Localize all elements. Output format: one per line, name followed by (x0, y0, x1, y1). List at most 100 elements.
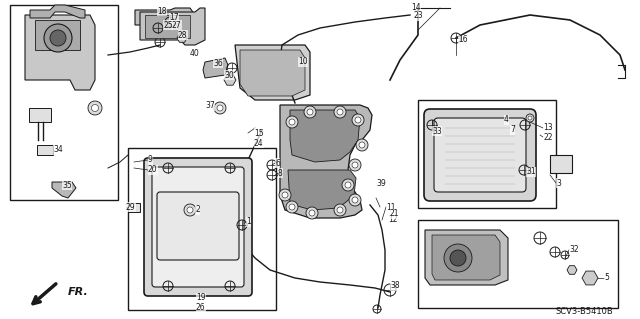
Circle shape (92, 105, 99, 112)
Text: 37: 37 (205, 101, 215, 110)
Text: 29: 29 (126, 203, 136, 211)
FancyBboxPatch shape (424, 109, 536, 201)
Text: 39: 39 (376, 179, 386, 188)
Polygon shape (290, 110, 360, 162)
Circle shape (337, 207, 343, 213)
Text: 38: 38 (390, 281, 399, 291)
Polygon shape (288, 170, 356, 210)
Circle shape (217, 105, 223, 111)
Text: 33: 33 (432, 127, 442, 136)
Circle shape (307, 109, 313, 115)
Polygon shape (52, 182, 76, 198)
Text: 10: 10 (298, 57, 308, 66)
Circle shape (289, 204, 295, 210)
Circle shape (352, 197, 358, 203)
Text: 9: 9 (148, 155, 153, 165)
Text: SCV3-B5410B: SCV3-B5410B (555, 308, 612, 316)
Text: 31: 31 (526, 167, 536, 176)
Circle shape (306, 207, 318, 219)
Text: 4: 4 (504, 115, 509, 124)
Polygon shape (25, 15, 95, 90)
Text: 21: 21 (390, 210, 399, 219)
Text: 23: 23 (414, 11, 424, 20)
Text: 6: 6 (275, 159, 280, 167)
Circle shape (345, 182, 351, 188)
Text: 5: 5 (604, 273, 609, 283)
Text: 28: 28 (178, 31, 188, 40)
Circle shape (286, 201, 298, 213)
Polygon shape (135, 8, 195, 35)
Circle shape (334, 106, 346, 118)
Text: 16: 16 (458, 35, 468, 44)
Polygon shape (582, 271, 598, 285)
Circle shape (286, 116, 298, 128)
Circle shape (214, 102, 226, 114)
Text: 8: 8 (278, 168, 283, 177)
Polygon shape (432, 235, 500, 280)
Text: 40: 40 (190, 49, 200, 58)
Text: 17: 17 (169, 13, 179, 23)
Polygon shape (224, 75, 236, 85)
Text: 12: 12 (388, 216, 397, 225)
Polygon shape (425, 230, 508, 285)
Text: 18: 18 (157, 6, 166, 16)
FancyBboxPatch shape (157, 192, 239, 260)
Circle shape (334, 204, 346, 216)
Circle shape (304, 106, 316, 118)
Text: 30: 30 (224, 70, 234, 79)
Circle shape (50, 30, 66, 46)
Circle shape (187, 207, 193, 213)
Polygon shape (140, 8, 205, 45)
Text: 25: 25 (163, 20, 173, 29)
Text: 2: 2 (195, 205, 200, 214)
Polygon shape (35, 20, 80, 50)
Circle shape (184, 204, 196, 216)
Bar (29, 108, 51, 122)
Text: 36: 36 (213, 58, 223, 68)
Text: 26: 26 (196, 302, 205, 311)
Bar (128, 148, 276, 310)
Circle shape (88, 101, 102, 115)
Circle shape (352, 162, 358, 168)
Circle shape (359, 142, 365, 148)
Text: 7: 7 (510, 125, 515, 135)
Text: FR.: FR. (68, 287, 89, 297)
Text: 22: 22 (543, 132, 552, 142)
Polygon shape (240, 50, 305, 96)
Bar (37, 145, 53, 155)
Circle shape (289, 119, 295, 125)
Text: 35: 35 (62, 181, 72, 189)
Text: 34: 34 (53, 145, 63, 154)
Circle shape (349, 159, 361, 171)
Text: 24: 24 (254, 138, 264, 147)
Polygon shape (235, 45, 310, 100)
Bar (550, 155, 572, 173)
FancyBboxPatch shape (152, 167, 244, 287)
Text: 20: 20 (148, 166, 157, 174)
Bar (10, 5, 118, 200)
Circle shape (355, 117, 361, 123)
Circle shape (356, 139, 368, 151)
Polygon shape (30, 5, 85, 18)
Circle shape (342, 179, 354, 191)
Text: 3: 3 (556, 179, 561, 188)
Polygon shape (567, 266, 577, 274)
Text: 13: 13 (543, 123, 552, 132)
Text: 32: 32 (569, 246, 579, 255)
Bar (418, 100, 556, 208)
Polygon shape (203, 58, 228, 78)
Circle shape (279, 189, 291, 201)
FancyBboxPatch shape (144, 158, 252, 296)
Polygon shape (280, 105, 372, 218)
Circle shape (282, 192, 288, 198)
Bar (128, 203, 140, 211)
Polygon shape (145, 15, 190, 38)
Circle shape (44, 24, 72, 52)
Text: 14: 14 (411, 4, 420, 12)
Circle shape (444, 244, 472, 272)
Circle shape (337, 109, 343, 115)
Circle shape (526, 114, 534, 122)
Text: 27: 27 (172, 20, 182, 29)
FancyBboxPatch shape (434, 118, 526, 192)
Circle shape (528, 116, 532, 120)
